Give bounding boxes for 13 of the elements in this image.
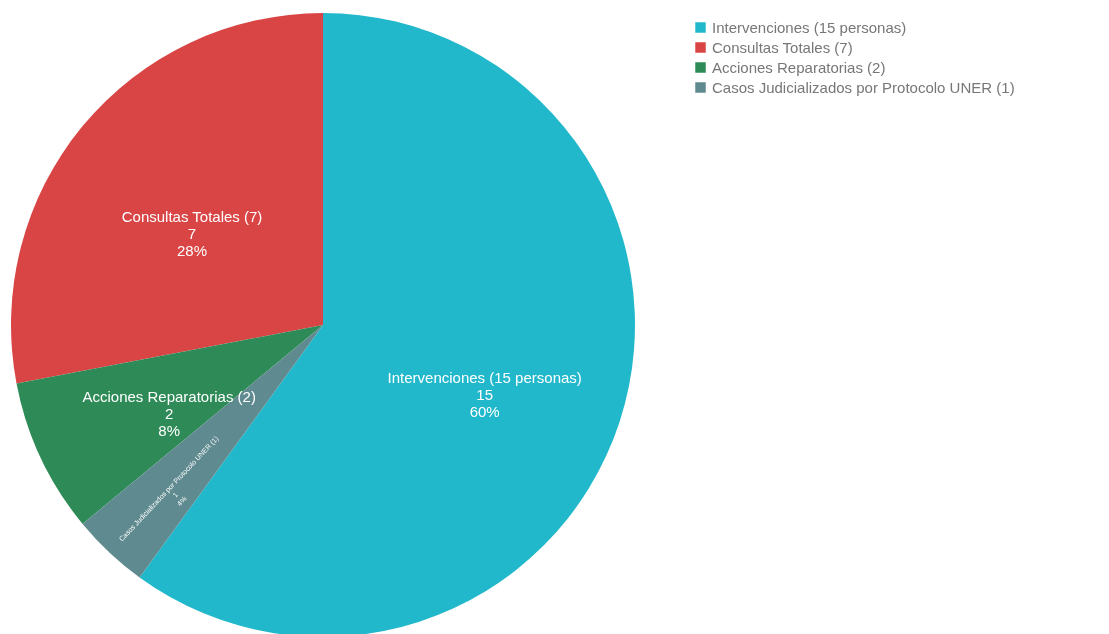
legend-label: Acciones Reparatorias (2) — [712, 58, 886, 76]
pie-slice — [16, 325, 323, 524]
slice-label: Intervenciones (15 personas) — [387, 368, 582, 386]
legend-label: Casos Judicializados por Protocolo UNER (1) — [712, 78, 1015, 96]
slice-label: Consultas Totales (7) — [121, 207, 263, 225]
data-label: 2 8% — [158, 405, 181, 440]
data-label: 15 60% — [469, 385, 500, 420]
pie-slice — [82, 325, 323, 578]
data-label: 7 28% — [177, 224, 208, 259]
legend-label: Consultas Totales (7) — [712, 38, 853, 56]
pie-slice — [11, 13, 323, 384]
legend-label: Intervenciones (15 personas) — [712, 18, 907, 36]
slice-label: Acciones Reparatorias (2) — [82, 388, 256, 406]
